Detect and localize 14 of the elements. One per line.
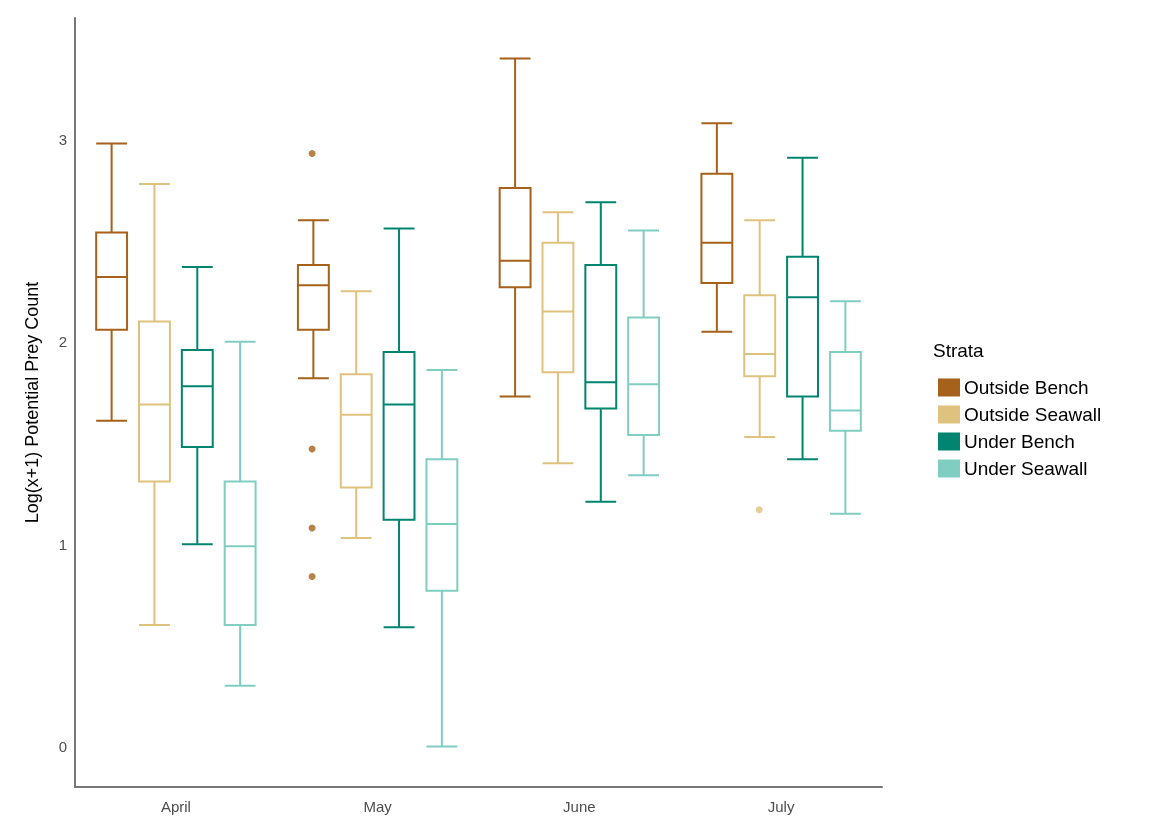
y-tick-label: 3: [58, 130, 67, 148]
y-tick-label: 1: [58, 535, 67, 553]
x-tick-label: July: [767, 798, 795, 815]
legend-title: Strata: [933, 340, 985, 361]
legend-label: Under Seawall: [964, 458, 1088, 479]
y-axis-title: Log(x+1) Potential Prey Count: [22, 281, 42, 524]
legend-label: Outside Bench: [964, 377, 1089, 398]
x-tick-label: April: [160, 798, 191, 815]
legend-label: Under Bench: [964, 431, 1075, 452]
y-tick-label: 0: [58, 738, 67, 756]
x-tick-label: June: [563, 798, 596, 815]
legend-label: Outside Seawall: [964, 404, 1102, 425]
x-tick-label: May: [363, 798, 393, 815]
y-tick-label: 2: [58, 333, 67, 351]
